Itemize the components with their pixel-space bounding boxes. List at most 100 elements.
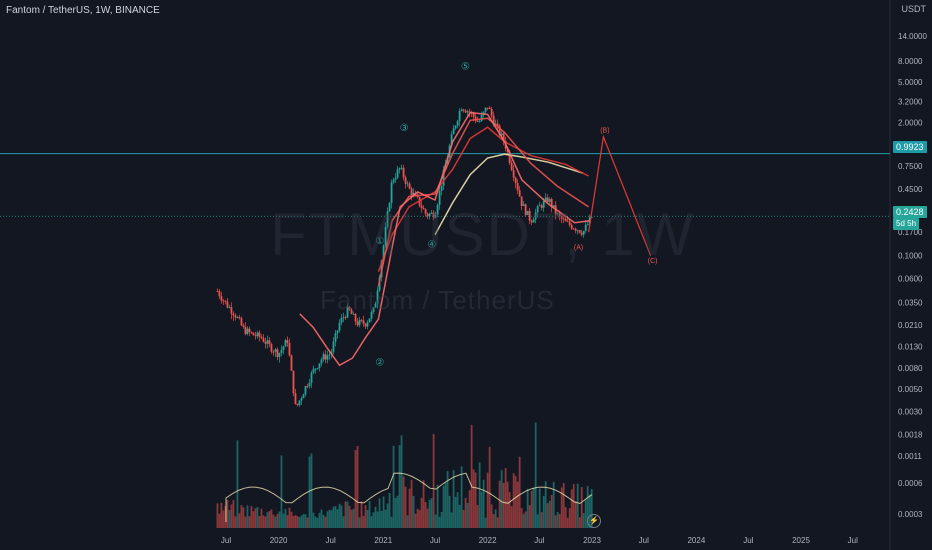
volume-bar	[226, 499, 229, 528]
watermark-name: Fantom / TetherUS	[320, 285, 555, 315]
volume-bar	[302, 514, 305, 528]
volume-bar	[268, 510, 271, 528]
volume-bar	[468, 490, 471, 528]
volume-bar	[288, 507, 291, 528]
candle-body	[460, 109, 463, 112]
volume-bar	[418, 510, 421, 528]
y-tick-label: 3.2000	[898, 98, 923, 107]
volume-bar	[274, 516, 277, 528]
volume-bar	[586, 486, 589, 528]
candle-body	[278, 352, 281, 358]
candle-body	[292, 370, 295, 394]
volume-bar	[530, 490, 533, 528]
volume-bar	[508, 492, 511, 528]
candle-body	[296, 403, 299, 405]
volume-bar	[538, 488, 541, 528]
candle-body	[420, 205, 423, 209]
volume-bar	[374, 506, 377, 528]
candle-body	[564, 218, 567, 222]
lightning-icon[interactable]: ⚡	[587, 514, 601, 528]
volume-bar	[432, 433, 435, 528]
last-price-badge: 0.2428	[893, 206, 927, 218]
candle-body	[258, 332, 261, 337]
candle-body	[458, 111, 461, 122]
volume-average-line	[225, 472, 593, 522]
volume-bar	[478, 462, 481, 528]
candle-body	[474, 116, 477, 121]
volume-bar	[428, 499, 431, 528]
candle-body	[220, 296, 223, 301]
candle-body	[512, 169, 515, 178]
candle-body	[400, 167, 403, 169]
candle-body	[318, 363, 321, 369]
volume-bar	[344, 501, 347, 528]
candle-body	[466, 111, 469, 113]
candle-body	[440, 185, 443, 191]
candle-body	[450, 134, 453, 146]
volume-bar	[228, 510, 231, 528]
candle-body	[354, 313, 357, 322]
volume-bar	[258, 516, 261, 528]
candle-body	[358, 319, 361, 326]
volume-bar	[330, 510, 333, 528]
candle-body	[242, 325, 245, 327]
y-tick-label: 8.0000	[898, 57, 923, 66]
volume-bar	[236, 440, 239, 528]
volume-bar	[324, 516, 327, 528]
candle-body	[492, 115, 495, 125]
candle-body	[590, 216, 593, 218]
volume-bar	[296, 515, 299, 528]
volume-bar	[456, 492, 459, 528]
moving-average-line	[434, 153, 584, 236]
volume-bar	[386, 503, 389, 528]
volume-bar	[300, 515, 303, 528]
volume-bar	[474, 472, 477, 528]
volume-bar	[400, 435, 403, 528]
volume-bar	[524, 511, 527, 528]
volume-bar	[294, 515, 297, 528]
volume-bar	[454, 496, 457, 528]
candle-body	[454, 125, 457, 129]
volume-bar	[220, 502, 223, 528]
candle-body	[406, 183, 409, 185]
x-tick-label: 2025	[792, 536, 810, 545]
volume-bar	[356, 445, 359, 528]
candle-body	[308, 382, 311, 387]
volume-bar	[440, 511, 443, 528]
volume-bar	[444, 482, 447, 528]
volume-bar	[436, 484, 439, 528]
volume-bar	[232, 500, 235, 528]
volume-bar	[452, 470, 455, 528]
candle-body	[570, 224, 573, 229]
candle-body	[290, 355, 293, 371]
y-tick-label: 2.0000	[898, 119, 923, 128]
y-tick-label: 0.0006	[898, 479, 923, 488]
candle-body	[268, 340, 271, 345]
wave-label: ④	[427, 240, 436, 251]
candle-body	[502, 133, 505, 141]
volume-bar	[216, 503, 219, 528]
volume-bar	[404, 486, 407, 528]
candle-body	[332, 341, 335, 352]
x-tick-label: 2020	[270, 536, 288, 545]
volume-bar	[526, 488, 529, 528]
volume-bar	[576, 483, 579, 528]
candle-body	[548, 199, 551, 202]
candle-body	[522, 204, 525, 206]
candle-body	[382, 245, 385, 261]
y-tick-label: 0.0003	[898, 510, 923, 519]
volume-bar	[578, 517, 581, 528]
x-tick-label: 2023	[583, 536, 601, 545]
candle-body	[432, 212, 435, 218]
volume-bar	[546, 503, 549, 528]
volume-bar	[536, 514, 539, 528]
volume-bar	[222, 510, 225, 528]
candle-body	[396, 169, 399, 178]
candle-body	[516, 182, 519, 191]
volume-bar	[314, 516, 317, 528]
volume-bar	[544, 481, 547, 528]
candle-body	[234, 315, 237, 318]
candle-body	[510, 162, 513, 170]
volume-bar	[514, 475, 517, 528]
